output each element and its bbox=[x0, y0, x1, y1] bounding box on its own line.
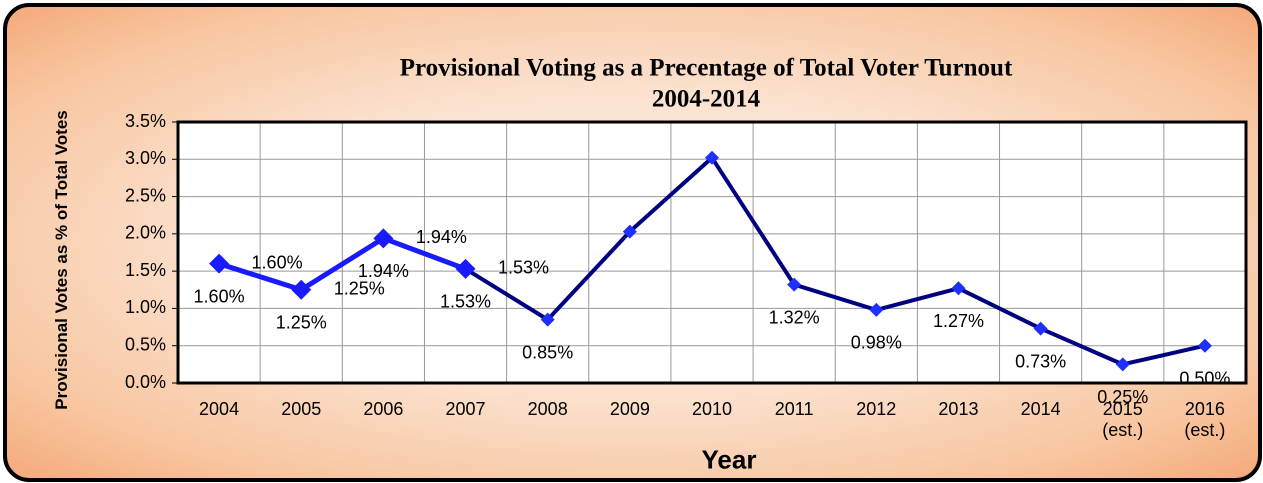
plot-border bbox=[176, 120, 1248, 385]
data-label: 1.94% bbox=[358, 261, 409, 281]
data-point bbox=[1197, 338, 1212, 353]
series-line bbox=[218, 235, 467, 293]
data-label: 1.53% bbox=[498, 258, 549, 278]
data-point bbox=[540, 312, 555, 327]
y-tick-label: 0.0% bbox=[125, 372, 166, 392]
data-point bbox=[209, 253, 230, 274]
x-tick-label: 2016 (est.) bbox=[1184, 399, 1226, 440]
data-label: 1.60% bbox=[252, 252, 303, 272]
data-label: 1.60% bbox=[194, 286, 245, 306]
data-label: 1.25% bbox=[334, 279, 385, 299]
y-tick-label: 3.0% bbox=[125, 148, 166, 168]
x-tick-label: 2007 bbox=[445, 399, 486, 419]
y-axis-label: Provisional Votes as % of Total Votes bbox=[52, 110, 71, 410]
x-tick-label: 2012 bbox=[856, 399, 897, 419]
data-point bbox=[869, 302, 884, 317]
x-tick-label: 2013 bbox=[938, 399, 979, 419]
data-label: 1.53% bbox=[440, 292, 491, 312]
x-axis-label: Year bbox=[701, 444, 757, 475]
x-tick-label: 2008 bbox=[527, 399, 568, 419]
data-label: 1.27% bbox=[933, 311, 984, 331]
y-tick-label: 2.5% bbox=[125, 185, 166, 205]
y-tick-label: 3.5% bbox=[125, 111, 166, 131]
data-point bbox=[1033, 321, 1048, 336]
chart-subtitle: 2004-2014 bbox=[652, 86, 761, 113]
data-label: 0.50% bbox=[1179, 368, 1230, 388]
data-label: 0.98% bbox=[851, 333, 902, 353]
data-label: 1.25% bbox=[276, 313, 327, 333]
data-label: 1.32% bbox=[769, 307, 820, 327]
data-point bbox=[373, 228, 394, 249]
data-point bbox=[622, 224, 637, 239]
x-tick-label: 2014 bbox=[1020, 399, 1061, 419]
y-tick-label: 2.0% bbox=[125, 223, 166, 243]
data-point bbox=[1115, 357, 1130, 372]
data-point bbox=[787, 277, 802, 292]
y-tick-label: 1.0% bbox=[125, 297, 166, 317]
data-point bbox=[291, 279, 312, 300]
y-tick-label: 1.5% bbox=[125, 260, 166, 280]
x-tick-label: 2006 bbox=[363, 399, 404, 419]
data-point bbox=[951, 281, 966, 296]
x-tick-label: 2009 bbox=[609, 399, 650, 419]
data-label: 0.85% bbox=[522, 342, 573, 362]
data-label: 1.94% bbox=[416, 227, 467, 247]
data-point bbox=[455, 258, 476, 279]
x-tick-label: 2010 bbox=[691, 399, 733, 419]
x-tick-label: 2004 bbox=[199, 399, 240, 419]
data-label: 0.25% bbox=[1097, 387, 1148, 407]
data-label: 0.73% bbox=[1015, 351, 1066, 371]
x-tick-label: 2011 bbox=[774, 399, 814, 419]
data-point bbox=[705, 150, 719, 165]
x-tick-label: 2015 (est.) bbox=[1102, 399, 1144, 440]
y-tick-label: 0.5% bbox=[125, 334, 166, 354]
x-tick-label: 2005 bbox=[281, 399, 322, 419]
chart-title: Provisional Voting as a Precentage of To… bbox=[400, 55, 1013, 82]
